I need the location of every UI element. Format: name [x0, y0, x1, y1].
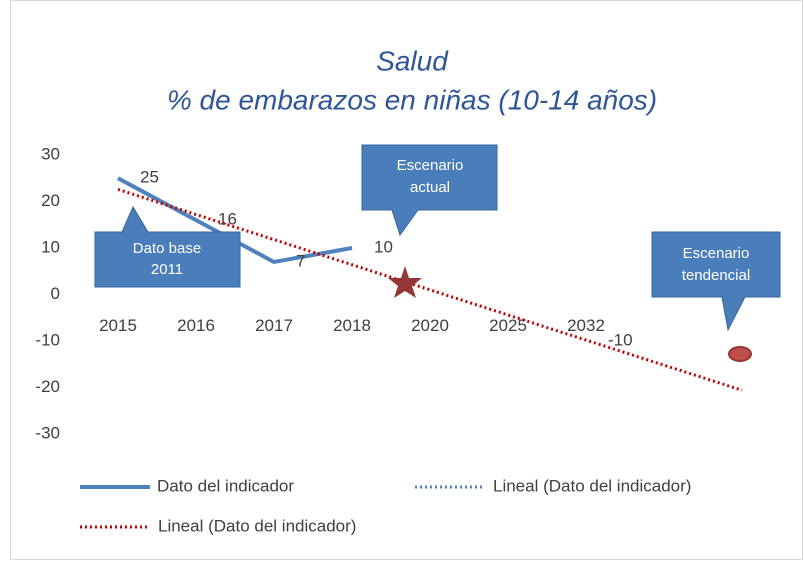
- legend-label: Lineal (Dato del indicador): [493, 476, 691, 495]
- y-tick-label: 20: [41, 191, 60, 210]
- data-label: 25: [140, 168, 159, 187]
- y-tick-label: 0: [51, 284, 60, 303]
- data-label: 10: [374, 237, 393, 256]
- y-tick-label: -10: [35, 330, 60, 349]
- callout-text: tendencial: [682, 267, 750, 284]
- callout-text: Dato base: [133, 240, 201, 257]
- x-tick-label: 2025: [489, 316, 527, 335]
- callout-text: Escenario: [397, 157, 464, 174]
- callout-text: 2011: [151, 261, 183, 278]
- chart-title: % de embarazos en niñas (10-14 años): [167, 84, 657, 115]
- data-label: -10: [608, 330, 633, 349]
- y-tick-label: -30: [35, 423, 60, 442]
- x-tick-label: 2018: [333, 316, 371, 335]
- x-tick-label: 2020: [411, 316, 449, 335]
- chart-title: Salud: [376, 45, 449, 76]
- callout: [361, 144, 498, 237]
- y-tick-label: 10: [41, 237, 60, 256]
- y-tick-label: -20: [35, 377, 60, 396]
- legend-label: Dato del indicador: [157, 476, 294, 495]
- callout-text: actual: [410, 179, 450, 196]
- legend-label: Lineal (Dato del indicador): [158, 516, 356, 535]
- x-tick-label: 2017: [255, 316, 293, 335]
- circle-marker: [728, 346, 752, 362]
- star-marker: [388, 266, 422, 298]
- x-tick-label: 2015: [99, 316, 137, 335]
- callout-text: Escenario: [683, 245, 750, 262]
- y-tick-label: 30: [41, 144, 60, 163]
- callout: [94, 205, 241, 288]
- callout: [651, 231, 781, 332]
- trend-line: [117, 187, 743, 392]
- data-label: 7: [296, 251, 305, 270]
- x-tick-label: 2016: [177, 316, 215, 335]
- x-tick-label: 2032: [567, 316, 605, 335]
